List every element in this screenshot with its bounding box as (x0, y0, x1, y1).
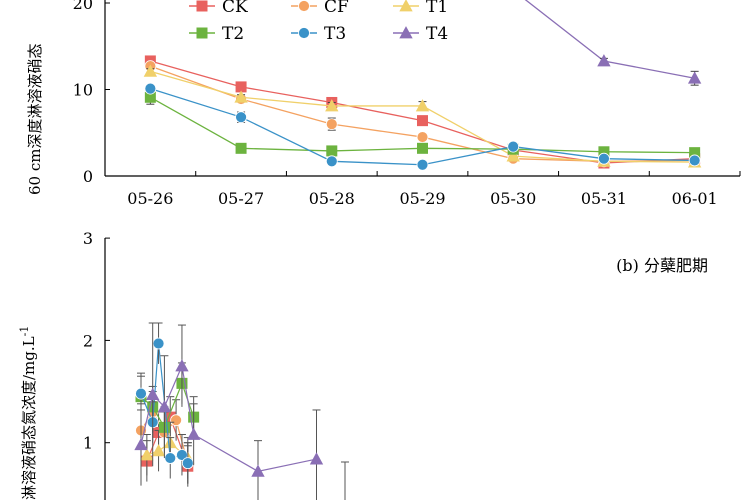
data-point-t4 (597, 54, 611, 67)
data-point-b-t3 (164, 452, 177, 464)
legend-item-t3: T3 (291, 24, 346, 44)
data-point-t1 (234, 90, 248, 103)
legend-item-t1: T1 (393, 0, 448, 17)
legend-marker-ck (196, 0, 208, 12)
y-tick-label-a: 0 (83, 167, 93, 186)
data-point-ck (235, 81, 247, 93)
y-tick-label-b: 1 (83, 434, 93, 453)
data-point-b-t3 (152, 337, 165, 350)
legend-item-t4: T4 (393, 24, 448, 44)
legend-label-cf: CF (324, 0, 349, 17)
legend: CK CF T1 T2 T3 T4 (189, 0, 448, 44)
legend-item-ck: CK (189, 0, 248, 17)
y-tick-label-b: 2 (83, 331, 93, 350)
series-line-t4 (524, 0, 695, 79)
data-point-cf (325, 118, 338, 130)
panel-b: 淋溶液硝态氮浓度/mg.L-1 1 2 3 (b) 分蘖肥期 (18, 229, 708, 504)
data-point-t3 (144, 82, 157, 95)
series-group-b (134, 322, 349, 504)
x-tick-label-a: 05-30 (490, 189, 536, 208)
axes-a (104, 0, 740, 177)
data-point-b-t4 (146, 387, 160, 401)
data-point-b-t1 (140, 448, 154, 461)
legend-marker-t1 (399, 0, 413, 12)
y-tick-label-a: 20 (73, 0, 93, 13)
legend-item-cf: CF (291, 0, 349, 17)
y-tick-label-a: 10 (73, 81, 93, 100)
data-point-b-t4 (186, 427, 201, 440)
x-tick-label-a: 06-01 (672, 189, 718, 208)
data-point-t4 (687, 71, 702, 84)
data-point-b-t1 (151, 444, 166, 457)
series-t3 (144, 82, 701, 171)
series-b-t4 (134, 322, 324, 504)
data-point-t1 (506, 149, 520, 162)
data-point-t3 (688, 154, 701, 167)
panel-label-b: (b) 分蘖肥期 (616, 256, 708, 275)
data-point-t2 (417, 142, 428, 154)
x-tick-label-a: 05-27 (218, 189, 264, 208)
data-point-b-t3 (135, 387, 147, 400)
data-point-b-t4 (251, 464, 265, 477)
data-point-t1 (325, 99, 339, 112)
data-point-t2 (326, 145, 338, 157)
data-point-b-t4 (175, 359, 189, 372)
x-tick-label-a: 05-29 (399, 189, 445, 208)
series-t4 (524, 0, 702, 86)
legend-marker-cf (298, 0, 310, 12)
legend-label-t1: T1 (426, 0, 448, 17)
y-ticks-a: 0 10 20 (73, 0, 110, 186)
data-point-t3 (598, 152, 610, 165)
data-point-t3 (416, 158, 429, 171)
data-point-t1 (143, 64, 158, 77)
y-axis-label-a: 60 cm深度淋溶液硝态 (26, 44, 44, 195)
y-axis-label-b: 淋溶液硝态氮浓度/mg.L-1 (18, 326, 38, 500)
legend-marker-t2 (196, 27, 208, 39)
data-point-b-t4 (309, 452, 324, 465)
data-point-t1 (415, 99, 430, 112)
data-point-t3 (235, 111, 247, 124)
legend-label-t4: T4 (426, 24, 448, 44)
panel-a: 60 cm深度淋溶液硝态 05-26 05-27 05-28 05-29 05-30 05… (26, 0, 741, 208)
data-point-ck (417, 115, 428, 127)
legend-marker-t3 (298, 27, 310, 39)
data-point-t2 (235, 142, 247, 154)
x-tick-label-a: 05-28 (309, 189, 355, 208)
y-axis-label-b-text: 淋溶液硝态氮浓度/mg.L (20, 336, 38, 500)
legend-label-ck: CK (222, 0, 248, 17)
x-tick-label-a: 05-31 (581, 189, 627, 208)
data-point-b-t4 (157, 400, 172, 413)
data-point-b-t4 (134, 437, 148, 451)
series-group-a (143, 0, 702, 171)
data-point-b-cf (170, 414, 183, 427)
x-ticks-a: 05-26 05-27 05-28 05-29 05-30 05-31 06-01 (104, 171, 741, 208)
y-ticks-b: 1 2 3 (83, 229, 110, 453)
trailing-error-bar (341, 461, 349, 500)
data-point-t3 (325, 155, 338, 168)
legend-label-t2: T2 (222, 24, 244, 44)
x-tick-label-a: 05-26 (127, 189, 173, 208)
data-point-cf (416, 131, 429, 143)
legend-marker-t4 (399, 26, 413, 39)
legend-item-t2: T2 (189, 24, 244, 44)
legend-label-t3: T3 (324, 24, 346, 44)
y-axis-label-b-superscript: -1 (18, 326, 31, 337)
y-tick-label-b: 3 (83, 229, 93, 248)
data-point-b-t3 (181, 457, 194, 470)
data-point-t3 (507, 140, 520, 153)
